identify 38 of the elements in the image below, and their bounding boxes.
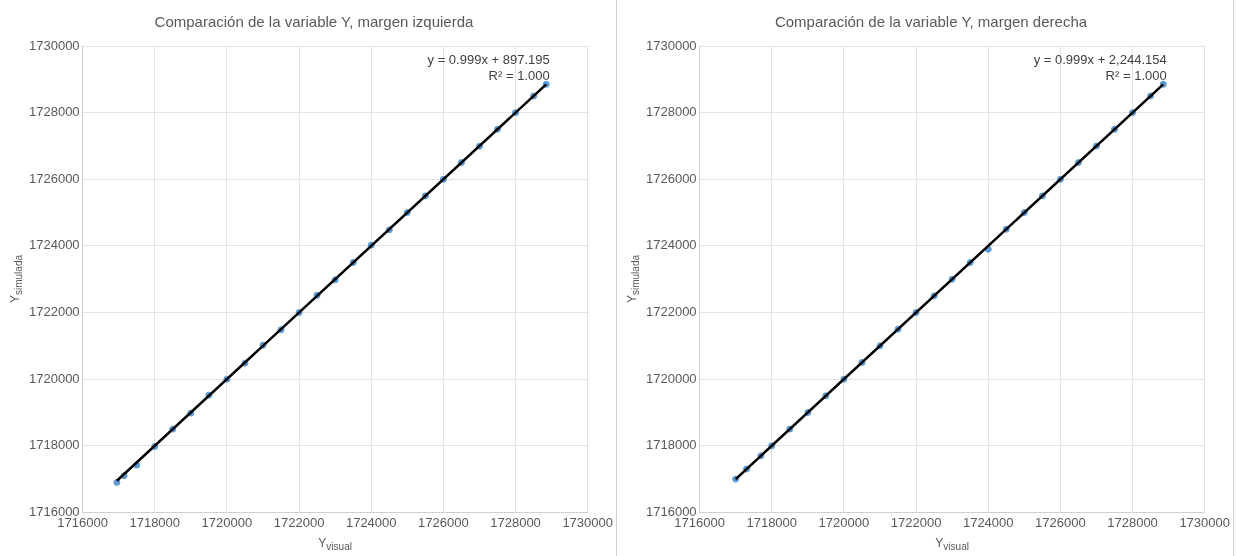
x-tick-label: 1722000	[890, 514, 942, 530]
x-tick-label: 1728000	[1107, 514, 1158, 530]
y-tick-label: 1718000	[28, 437, 80, 453]
x-tick-label: 1726000	[418, 514, 469, 530]
y-tick-label: 1730000	[28, 37, 80, 53]
y-tick-label: 1726000	[28, 170, 80, 186]
annotation: y = 0.999x + 2,244.154	[1033, 52, 1167, 68]
y-tick-label: 1720000	[28, 370, 80, 386]
x-tick-label: 1720000	[818, 514, 870, 530]
annotation: y = 0.999x + 897.195	[427, 52, 550, 68]
annotation: R² = 1.000	[1105, 68, 1167, 84]
y-tick-label: 1730000	[645, 37, 697, 53]
x-axis-title: Y$_{visual}$	[318, 536, 352, 553]
x-tick-label: 1730000	[1179, 514, 1231, 530]
annotation: R² = 1.000	[488, 68, 550, 84]
x-tick-label: 1724000	[962, 514, 1014, 530]
x-axis-title: Y$_{visual}$	[935, 536, 969, 553]
y-tick-label: 1724000	[645, 237, 697, 253]
y-tick-label: 1720000	[645, 370, 697, 386]
y-tick-label: 1724000	[28, 237, 80, 253]
chart-title: Comparación de la variable Y, margen izquierda	[154, 13, 475, 31]
y-tick-label: 1726000	[645, 170, 697, 186]
y-tick-label: 1716000	[645, 503, 697, 519]
x-tick-label: 1728000	[490, 514, 541, 530]
chart-title: Comparación de la variable Y, margen derecha	[774, 13, 1088, 31]
y-tick-label: 1718000	[645, 437, 697, 453]
y-tick-label: 1722000	[645, 304, 697, 320]
y-tick-label: 1728000	[645, 104, 697, 120]
y-tick-label: 1728000	[28, 104, 80, 120]
x-tick-label: 1724000	[345, 514, 397, 530]
y-tick-label: 1716000	[28, 503, 80, 519]
x-tick-label: 1720000	[201, 514, 253, 530]
x-tick-label: 1718000	[746, 514, 798, 530]
y-tick-label: 1722000	[28, 304, 80, 320]
x-tick-label: 1722000	[273, 514, 325, 530]
x-tick-label: 1730000	[562, 514, 614, 530]
x-tick-label: 1726000	[1035, 514, 1086, 530]
x-tick-label: 1718000	[129, 514, 181, 530]
